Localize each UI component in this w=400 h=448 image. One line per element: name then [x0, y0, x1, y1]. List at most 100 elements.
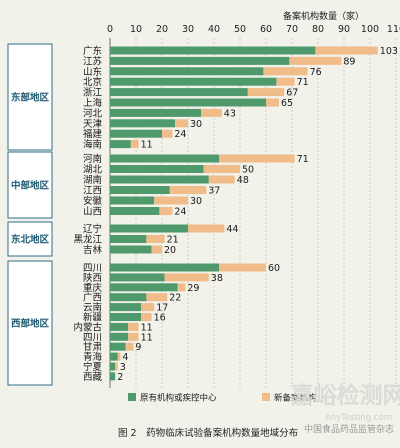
bar-segment-existing [110, 165, 204, 173]
category-label: 河北 [83, 107, 103, 119]
category-label: 江苏 [83, 55, 103, 67]
category-label: 西藏 [83, 371, 103, 383]
region-label: 西部地区 [11, 318, 50, 330]
bar-segment-new [248, 88, 284, 96]
bar-segment-existing [110, 323, 128, 331]
bar-segment-existing [110, 119, 175, 127]
watermark-site: AnyTesting.com [325, 413, 392, 423]
region-label: 东北地区 [11, 234, 50, 246]
data-label: 22 [169, 293, 181, 304]
bar-segment-existing [110, 303, 141, 311]
x-tick-label: 110 [387, 24, 400, 35]
category-label: 天津 [83, 119, 103, 130]
bar-segment-new [118, 353, 121, 361]
data-label: 71 [297, 154, 309, 165]
bar-segment-existing [110, 176, 209, 184]
bar-segment-existing [110, 140, 131, 148]
bar-segment-new [152, 246, 162, 254]
legend-swatch-new [262, 393, 270, 401]
bar-segment-new [159, 207, 172, 215]
bar-segment-existing [110, 47, 315, 55]
category-label: 湖南 [83, 174, 102, 186]
category-label: 上海 [83, 97, 103, 109]
bar-segment-existing [110, 186, 170, 194]
bar-segment-existing [110, 88, 248, 96]
data-label: 76 [310, 67, 322, 78]
category-label: 湖北 [83, 165, 103, 176]
x-tick-label: 60 [260, 24, 272, 35]
x-tick-label: 20 [156, 24, 168, 35]
bar-segment-new [201, 109, 222, 117]
category-label: 安徽 [83, 195, 103, 207]
category-label: 福建 [83, 128, 103, 140]
bar-segment-new [209, 176, 235, 184]
data-label: 89 [343, 56, 355, 67]
bar-segment-new [178, 283, 186, 291]
bar-segment-existing [110, 130, 162, 138]
data-label: 20 [164, 245, 176, 256]
x-tick-label: 100 [361, 24, 379, 35]
bar-segment-new [165, 273, 209, 281]
region-label: 中部地区 [11, 180, 50, 192]
bar-segment-existing [110, 109, 201, 117]
bar-segment-existing [110, 343, 126, 351]
bar-segment-new [170, 186, 206, 194]
bar-segment-new [162, 130, 172, 138]
watermark-logo: 嘉峪检测网 [291, 382, 400, 409]
x-tick-label: 40 [208, 24, 220, 35]
data-label: 65 [281, 98, 293, 109]
data-label: 2 [117, 372, 123, 383]
category-label: 黑龙江 [73, 234, 102, 246]
bar-segment-existing [110, 207, 159, 215]
data-label: 29 [187, 283, 199, 294]
bar-segment-existing [110, 197, 154, 205]
bar-segment-existing [110, 78, 276, 86]
data-label: 60 [268, 263, 280, 274]
category-label: 浙江 [83, 87, 103, 99]
category-label: 北京 [83, 76, 102, 88]
region-label: 东部地区 [11, 92, 50, 104]
bar-segment-new [315, 47, 377, 55]
bar-segment-existing [110, 225, 188, 233]
bar-segment-existing [110, 264, 219, 272]
bar-segment-new [146, 293, 167, 301]
category-label: 辽宁 [83, 223, 102, 235]
category-label: 海南 [83, 139, 102, 151]
data-label: 50 [242, 165, 254, 176]
bar-segment-new [219, 155, 294, 163]
data-label: 24 [174, 129, 186, 140]
bar-segment-existing [110, 235, 146, 243]
bar-segment-existing [110, 353, 118, 361]
data-label: 48 [237, 175, 249, 186]
bar-segment-existing [110, 273, 165, 281]
data-label: 38 [211, 273, 223, 284]
bar-segment-new [266, 99, 279, 107]
data-label: 9 [135, 342, 141, 353]
bar-segment-new [276, 78, 294, 86]
x-tick-label: 50 [234, 24, 246, 35]
data-label: 67 [286, 88, 298, 99]
bar-segment-existing [110, 99, 266, 107]
bar-segment-new [126, 343, 134, 351]
bar-segment-new [128, 333, 138, 341]
data-label: 11 [141, 332, 153, 343]
data-label: 30 [190, 119, 202, 130]
bar-segment-new [128, 323, 138, 331]
bar-segment-new [141, 313, 151, 321]
data-label: 103 [380, 46, 398, 57]
bar-segment-existing [110, 67, 263, 75]
x-tick-label: 80 [312, 24, 324, 35]
category-label: 江西 [83, 186, 102, 197]
x-tick-label: 90 [338, 24, 350, 35]
data-label: 37 [208, 186, 220, 197]
bar-segment-new [154, 197, 188, 205]
bar-segment-new [175, 119, 188, 127]
watermark-account: 中国食品药品监管杂志 [304, 423, 394, 435]
bar-segment-existing [110, 363, 115, 371]
bar-segment-existing [110, 283, 178, 291]
data-label: 11 [141, 140, 153, 151]
bar-segment-existing [110, 155, 219, 163]
x-tick-label: 10 [130, 24, 142, 35]
